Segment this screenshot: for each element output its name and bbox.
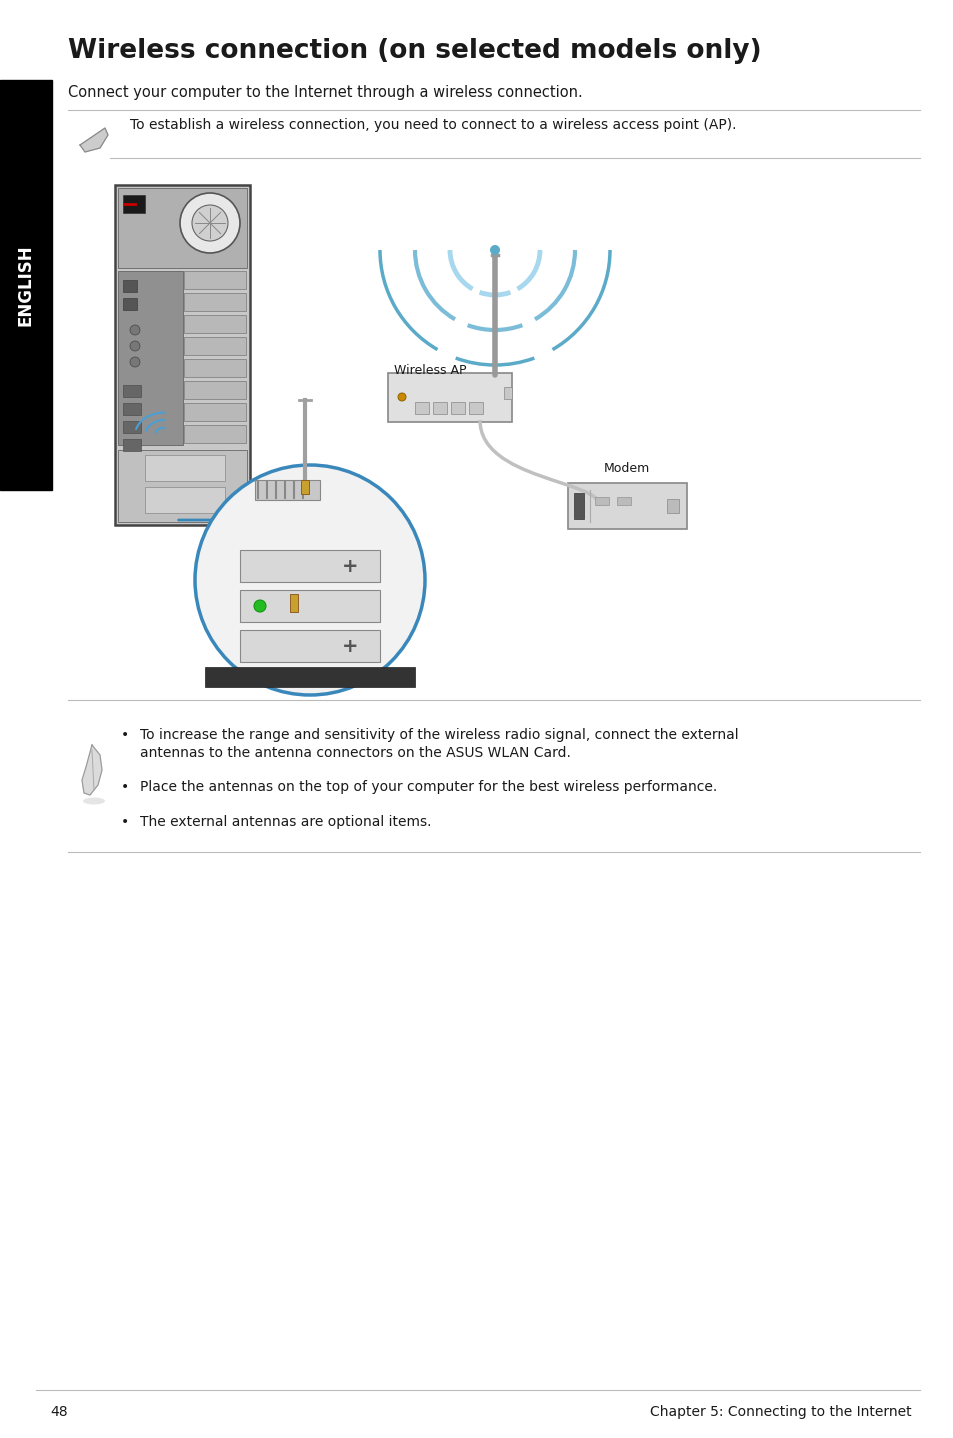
Bar <box>290 594 297 613</box>
Bar <box>184 270 246 289</box>
Bar <box>123 280 137 292</box>
Text: Modem: Modem <box>603 462 649 475</box>
Circle shape <box>180 193 240 253</box>
Circle shape <box>490 244 499 255</box>
Text: ENGLISH: ENGLISH <box>17 244 35 326</box>
Circle shape <box>130 341 140 351</box>
Bar <box>415 403 429 414</box>
Polygon shape <box>80 128 108 152</box>
Text: Chapter 5: Connecting to the Internet: Chapter 5: Connecting to the Internet <box>650 1405 911 1419</box>
Bar <box>123 385 141 397</box>
Bar <box>184 315 246 334</box>
Text: •: • <box>121 728 129 742</box>
Circle shape <box>130 325 140 335</box>
Text: To increase the range and sensitivity of the wireless radio signal, connect the : To increase the range and sensitivity of… <box>140 728 738 742</box>
Bar <box>118 450 247 522</box>
Bar <box>184 426 246 443</box>
Ellipse shape <box>83 798 105 804</box>
FancyBboxPatch shape <box>567 483 686 529</box>
Bar <box>433 403 447 414</box>
Text: +: + <box>341 637 358 656</box>
Bar <box>0 81 52 490</box>
Text: Wireless connection (on selected models only): Wireless connection (on selected models … <box>68 37 760 65</box>
Bar <box>301 480 309 495</box>
Text: •: • <box>121 815 129 828</box>
Bar <box>123 439 141 452</box>
Text: 48: 48 <box>50 1405 68 1419</box>
Bar <box>574 493 583 519</box>
Bar <box>123 403 141 416</box>
Circle shape <box>192 206 228 242</box>
Bar <box>240 549 379 582</box>
Circle shape <box>194 464 424 695</box>
Bar <box>123 421 141 433</box>
Bar <box>451 403 464 414</box>
Bar <box>503 387 512 398</box>
Bar <box>469 403 482 414</box>
Bar <box>595 498 608 505</box>
Bar <box>617 498 630 505</box>
Bar <box>184 403 246 421</box>
Bar <box>184 381 246 398</box>
Bar <box>205 667 415 687</box>
FancyBboxPatch shape <box>115 186 250 525</box>
Circle shape <box>253 600 266 613</box>
Bar <box>240 630 379 661</box>
Circle shape <box>397 393 406 401</box>
Bar <box>184 293 246 311</box>
Polygon shape <box>82 745 102 795</box>
Bar <box>145 454 225 480</box>
Text: •: • <box>121 779 129 794</box>
Text: antennas to the antenna connectors on the ASUS WLAN Card.: antennas to the antenna connectors on th… <box>140 746 570 761</box>
Text: Wireless AP: Wireless AP <box>394 364 466 377</box>
Bar <box>123 298 137 311</box>
Bar <box>145 487 225 513</box>
FancyBboxPatch shape <box>388 372 512 421</box>
Bar <box>118 188 247 267</box>
Text: To establish a wireless connection, you need to connect to a wireless access poi: To establish a wireless connection, you … <box>130 118 736 132</box>
Circle shape <box>130 357 140 367</box>
Text: Connect your computer to the Internet through a wireless connection.: Connect your computer to the Internet th… <box>68 85 582 101</box>
Bar <box>240 590 379 623</box>
Bar <box>254 480 319 500</box>
Text: Place the antennas on the top of your computer for the best wireless performance: Place the antennas on the top of your co… <box>140 779 717 794</box>
Bar <box>123 196 145 213</box>
Bar <box>184 360 246 377</box>
Bar <box>184 336 246 355</box>
Text: The external antennas are optional items.: The external antennas are optional items… <box>140 815 431 828</box>
Text: +: + <box>341 557 358 575</box>
Bar <box>666 499 679 513</box>
Bar <box>118 270 183 444</box>
